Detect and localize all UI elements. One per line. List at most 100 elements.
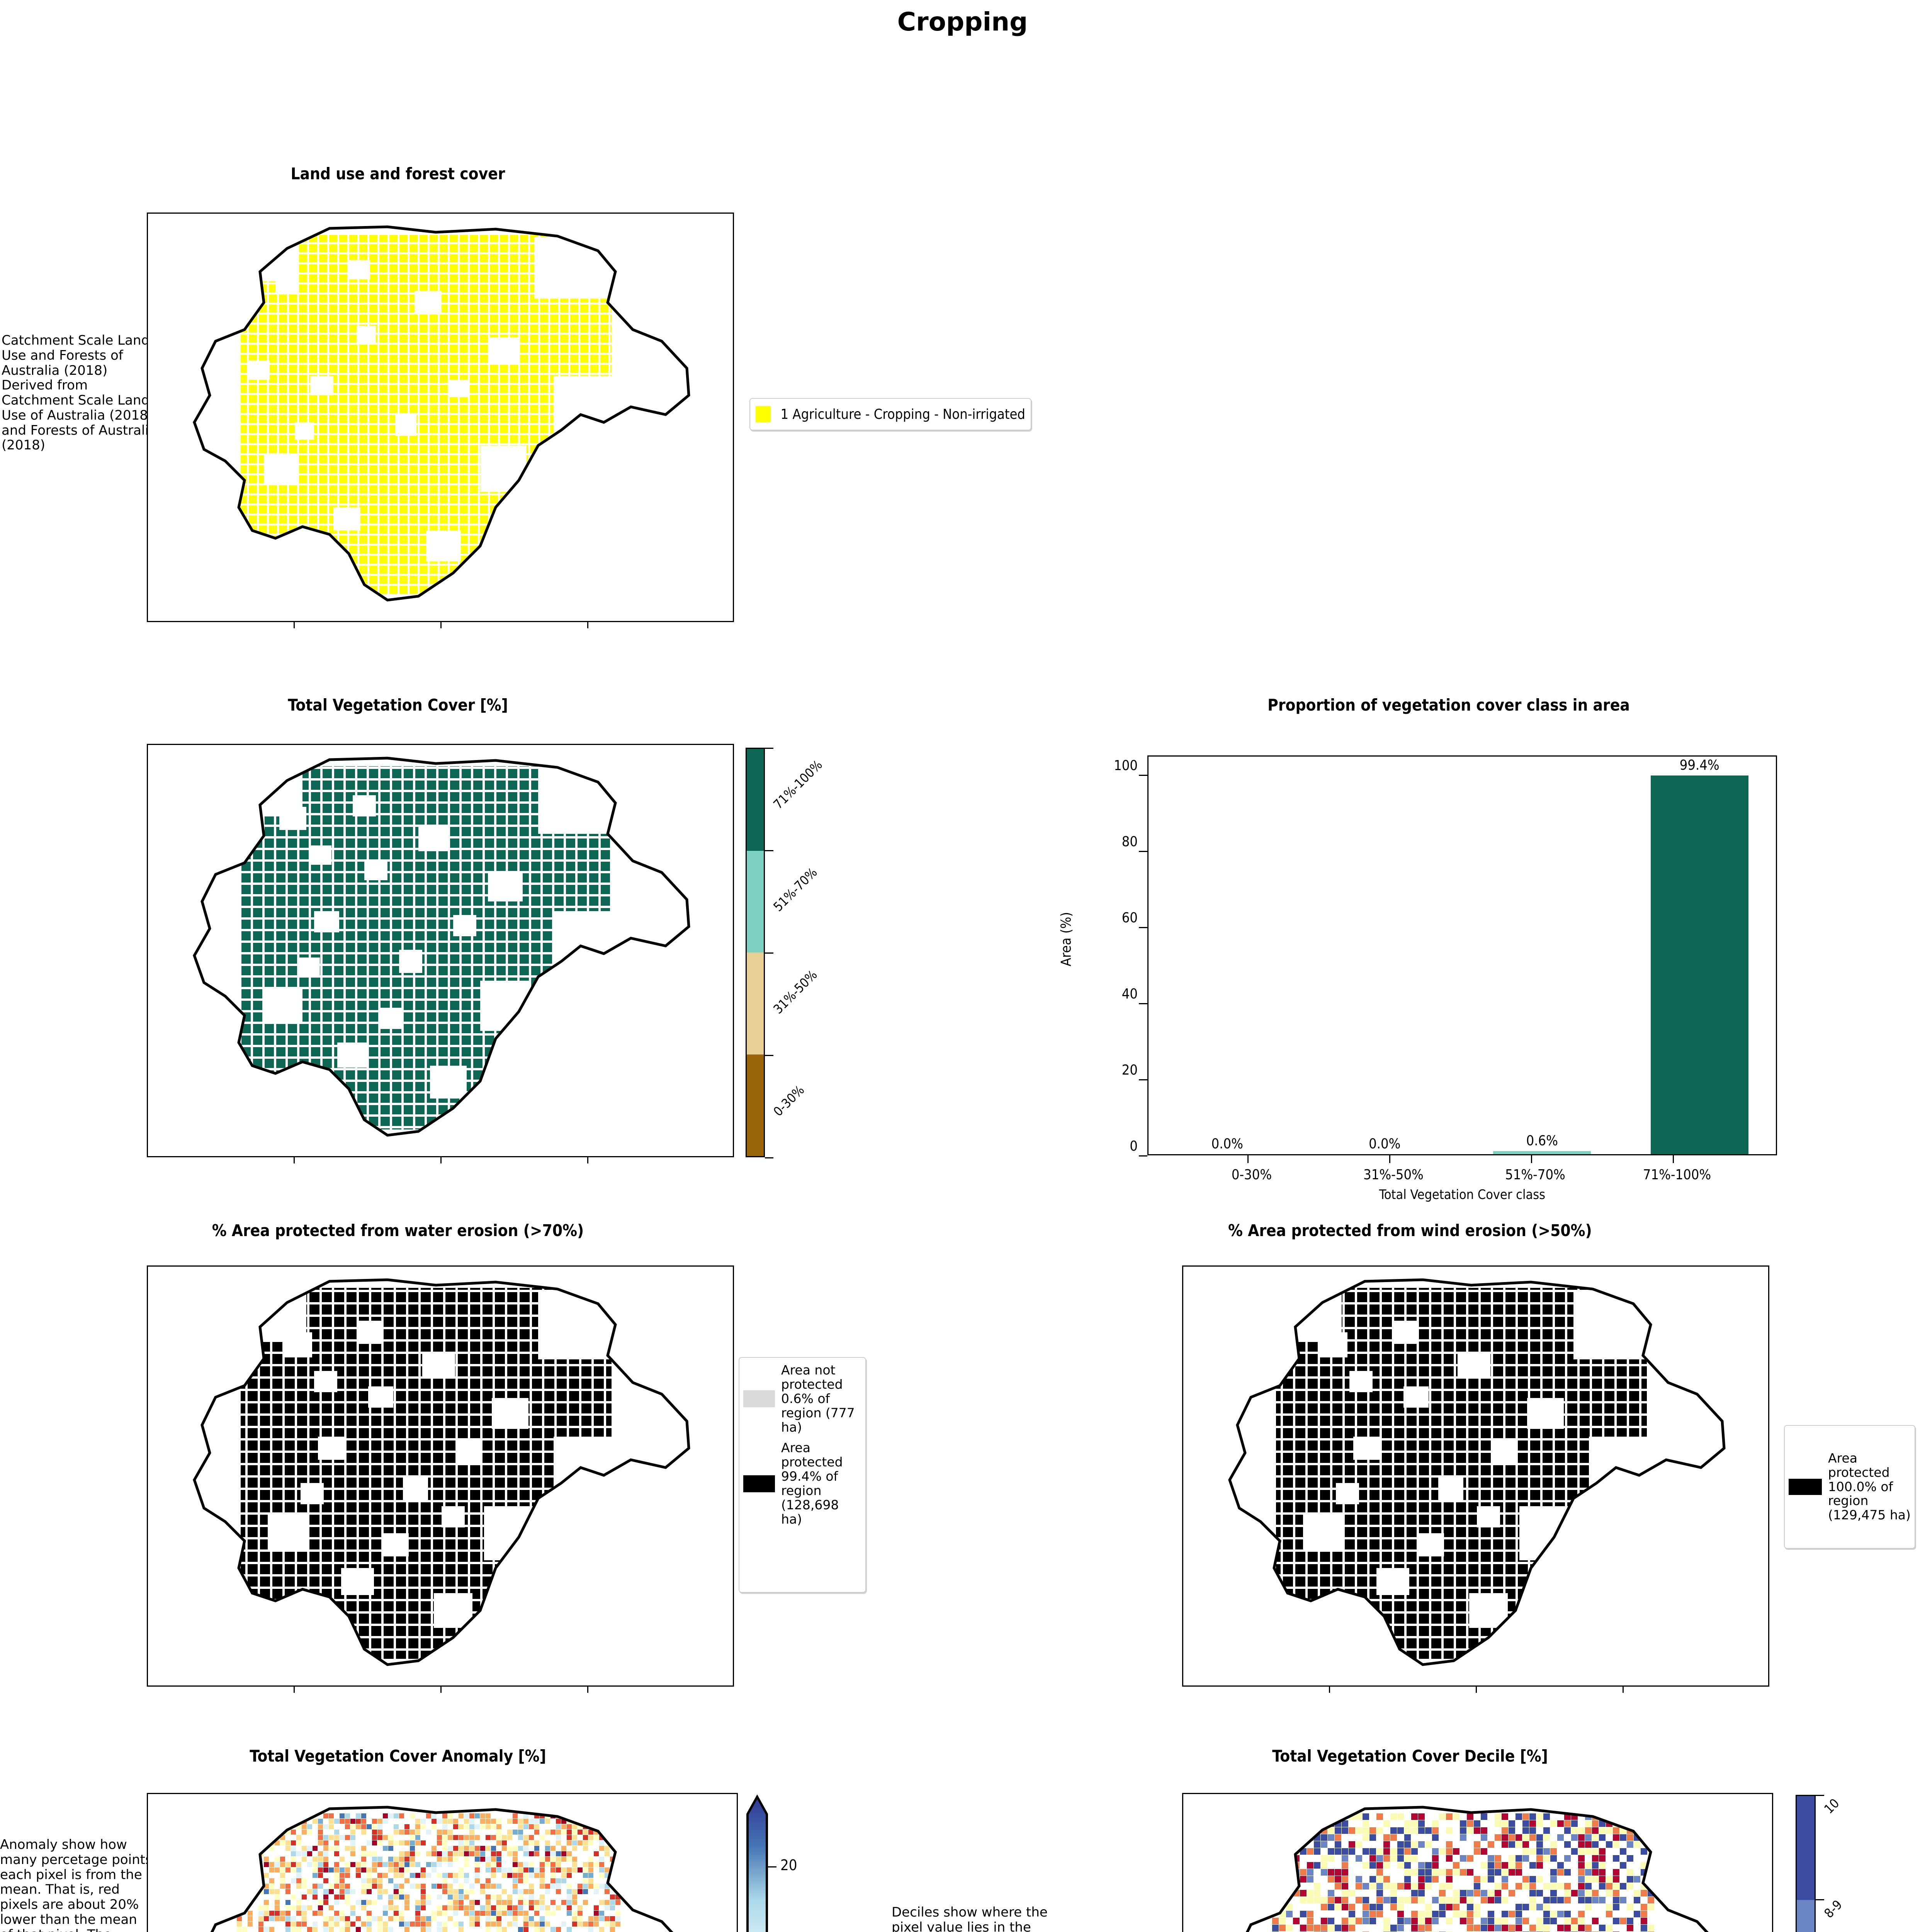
colorbar-decile-tick [1816, 1795, 1824, 1796]
colorbar-anomaly-canvas [746, 1794, 768, 1932]
map-vegcover [147, 744, 734, 1157]
chart-ytick-80: 80 [1121, 834, 1138, 850]
chart-ytick-0: 0 [1130, 1138, 1138, 1154]
panel-title-wind-erosion: % Area protected from wind erosion (>50%… [1228, 1221, 1592, 1240]
colorbar-decile-label-10: 10 [1821, 1795, 1842, 1817]
map-wind-erosion-xtick [1476, 1687, 1477, 1693]
chart-ytick-100: 100 [1114, 758, 1138, 774]
chart-xtick-3: 71%-100% [1643, 1167, 1711, 1183]
colorbar-seg-71-100 [747, 749, 764, 851]
colorbar-decile-label-8-9: 8-9 [1821, 1897, 1845, 1921]
legend-water-erosion: Area not protected 0.6% of region (777 h… [739, 1357, 866, 1593]
colorbar-seg-decile-10 [1797, 1796, 1815, 1900]
colorbar-anomaly-tick [768, 1866, 776, 1867]
panel-title-decile: Total Vegetation Cover Decile [%] [1272, 1747, 1548, 1765]
map-anomaly [147, 1793, 738, 1932]
chart-bar-value-label: 0.6% [1526, 1133, 1558, 1149]
colorbar-anomaly [746, 1793, 769, 1932]
chart-ytick-mark [1139, 927, 1147, 928]
chart-bar-value-label: 0.0% [1211, 1136, 1243, 1152]
chart-ytick-20: 20 [1121, 1062, 1138, 1078]
chart-xtick-mark [1389, 1155, 1390, 1163]
map-water-erosion-xtick [294, 1687, 295, 1693]
chart-ytick-mark [1139, 775, 1147, 776]
map-landuse-xtick [294, 622, 295, 628]
chart-ytick-40: 40 [1121, 986, 1138, 1002]
decile-note: Deciles show where the pixel value lies … [892, 1905, 1048, 1932]
legend-wind-erosion: Area protected 100.0% of region (129,475… [1784, 1425, 1915, 1549]
colorbar-vegcover-tick [765, 748, 773, 749]
colorbar-vegcover-tick [765, 952, 773, 954]
panel-title-anomaly: Total Vegetation Cover Anomaly [%] [250, 1747, 546, 1765]
anomaly-note: Anomaly show how many percetage points e… [0, 1837, 152, 1932]
legend-landuse: 1 Agriculture - Cropping - Non-irrigated [749, 398, 1031, 430]
chart-xtick-2: 51%-70% [1505, 1167, 1565, 1183]
chart-xtick-1: 31%-50% [1363, 1167, 1424, 1183]
colorbar-anomaly-label-20: 20 [780, 1857, 797, 1874]
map-vegcover-canvas [193, 757, 690, 1137]
panel-title-water-erosion: % Area protected from water erosion (>70… [212, 1221, 584, 1240]
chart-ytick-mark [1139, 1079, 1147, 1080]
map-water-erosion [147, 1265, 734, 1687]
legend-swatch-cropping [756, 406, 771, 422]
legend-label-protected: Area protected 99.4% of region (128,698 … [781, 1440, 843, 1527]
map-water-erosion-xtick [587, 1687, 588, 1693]
map-landuse-canvas [193, 225, 690, 602]
colorbar-decile-tick [1816, 1899, 1824, 1900]
map-decile [1182, 1793, 1773, 1932]
chart-bar-value-label: 99.4% [1679, 757, 1719, 774]
colorbar-seg-decile-8-9 [1797, 1900, 1815, 1932]
colorbar-decile [1796, 1795, 1816, 1932]
map-anomaly-canvas [210, 1806, 673, 1932]
chart-title: Proportion of vegetation cover class in … [1267, 696, 1630, 714]
map-wind-erosion [1182, 1265, 1769, 1687]
legend-label-wind-protected: Area protected 100.0% of region (129,475… [1828, 1450, 1911, 1523]
chart-bar [1650, 776, 1748, 1154]
map-landuse [147, 213, 734, 622]
legend-label-not-protected: Area not protected 0.6% of region (777 h… [781, 1362, 855, 1435]
map-decile-canvas [1245, 1806, 1709, 1932]
chart-xtick-mark [1247, 1155, 1249, 1163]
chart-ytick-60: 60 [1121, 910, 1138, 926]
colorbar-seg-0-30 [747, 1054, 764, 1156]
map-landuse-xtick [440, 622, 442, 628]
colorbar-vegcover-tick [765, 1157, 773, 1158]
chart-ytick-mark [1139, 1003, 1147, 1004]
chart-ytick-mark [1139, 1155, 1147, 1156]
colorbar-seg-31-50 [747, 952, 764, 1054]
colorbar-label-51-70: 51%-70% [770, 864, 820, 915]
chart-plot-area: 0.0% 0.0% 0.6% 99.4% [1147, 755, 1777, 1155]
chart-xtick-0: 0-30% [1231, 1167, 1272, 1183]
colorbar-vegcover [746, 748, 765, 1157]
map-wind-erosion-canvas [1228, 1278, 1726, 1666]
colorbar-label-71-100: 71%-100% [770, 757, 826, 812]
chart-ytick-mark [1139, 851, 1147, 852]
colorbar-label-31-50: 31%-50% [770, 967, 820, 1017]
landuse-source-note: Catchment Scale Land Use and Forests of … [2, 333, 157, 453]
chart-bar [1493, 1151, 1591, 1154]
colorbar-vegcover-tick [765, 850, 773, 851]
chart-ylabel: Area (%) [1058, 912, 1074, 966]
map-water-erosion-canvas [193, 1278, 690, 1666]
map-vegcover-xtick [440, 1157, 442, 1163]
map-wind-erosion-xtick [1329, 1687, 1330, 1693]
legend-swatch-protected [743, 1475, 775, 1492]
chart-bar-value-label: 0.0% [1369, 1136, 1401, 1152]
map-landuse-xtick [587, 622, 588, 628]
map-vegcover-xtick [587, 1157, 588, 1163]
legend-swatch-not-protected [743, 1390, 775, 1408]
map-water-erosion-xtick [440, 1687, 442, 1693]
map-vegcover-xtick [294, 1157, 295, 1163]
page-title: Cropping [897, 7, 1028, 37]
colorbar-vegcover-tick [765, 1055, 773, 1056]
chart-xlabel: Total Vegetation Cover class [1379, 1187, 1546, 1202]
panel-title-vegcover: Total Vegetation Cover [%] [288, 696, 508, 714]
legend-swatch-wind-protected [1789, 1479, 1822, 1495]
panel-title-landuse: Land use and forest cover [291, 164, 505, 183]
legend-label-cropping: 1 Agriculture - Cropping - Non-irrigated [780, 406, 1025, 422]
chart-xtick-mark [1673, 1155, 1674, 1163]
colorbar-label-0-30: 0-30% [770, 1082, 807, 1119]
colorbar-anomaly-label-10: 10 [780, 1931, 797, 1932]
chart-xtick-mark [1531, 1155, 1532, 1163]
map-wind-erosion-xtick [1623, 1687, 1624, 1693]
